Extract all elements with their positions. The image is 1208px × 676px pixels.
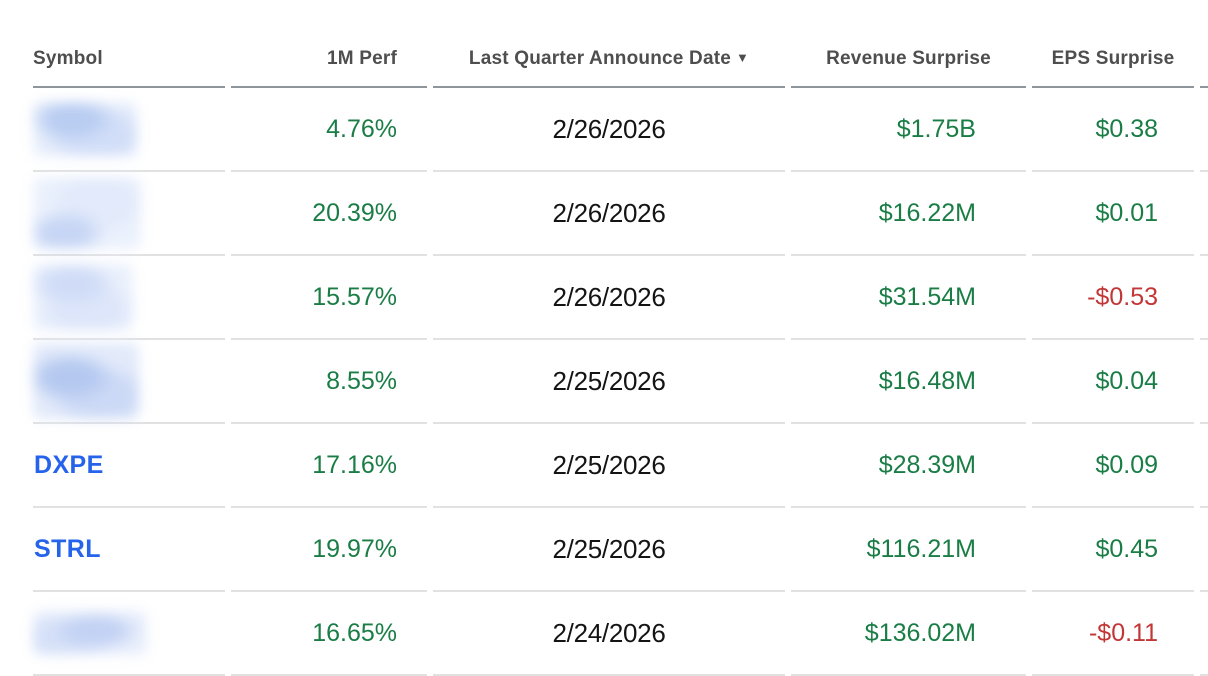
eps-surprise-cell: $0.38 — [1032, 88, 1194, 172]
blurred-symbol — [33, 102, 137, 156]
blurred-symbol — [33, 611, 147, 655]
cropped-cell — [1200, 340, 1208, 424]
announce-date-cell: 2/24/2026 — [433, 592, 785, 676]
announce-date-value: 2/26/2026 — [552, 113, 666, 144]
revenue-surprise-value: $116.21M — [866, 534, 976, 563]
cropped-cell — [1200, 508, 1208, 592]
cropped-cell — [1200, 592, 1208, 676]
revenue-surprise-cell: $116.21M — [791, 508, 1026, 592]
revenue-surprise-value: $16.22M — [878, 198, 976, 227]
perf-1m-value: 19.97% — [312, 534, 397, 563]
revenue-surprise-value: $136.02M — [864, 618, 976, 647]
blurred-symbol — [33, 264, 133, 330]
revenue-surprise-cell: $16.48M — [791, 340, 1026, 424]
perf-1m-value: 15.57% — [312, 282, 397, 311]
table-row: 20.39% 2/26/2026 $16.22M $0.01 — [33, 172, 1208, 256]
table-row: DXPE 17.16% 2/25/2026 $28.39M $0.09 — [33, 424, 1208, 508]
announce-date-cell: 2/25/2026 — [433, 424, 785, 508]
eps-surprise-value: $0.04 — [1095, 366, 1158, 395]
revenue-surprise-value: $28.39M — [878, 450, 976, 479]
col-header-announce-date[interactable]: Last Quarter Announce Date ▼ — [433, 0, 785, 88]
cropped-cell — [1200, 424, 1208, 508]
col-header-1m-perf[interactable]: 1M Perf — [231, 0, 427, 88]
announce-date-value: 2/26/2026 — [552, 281, 666, 312]
cropped-cell — [1200, 256, 1208, 340]
announce-date-cell: 2/26/2026 — [433, 88, 785, 172]
eps-surprise-cell: -$0.53 — [1032, 256, 1194, 340]
symbol-cell — [33, 88, 225, 172]
eps-surprise-cell: $0.01 — [1032, 172, 1194, 256]
table-row: 4.76% 2/26/2026 $1.75B $0.38 — [33, 88, 1208, 172]
announce-date-cell: 2/26/2026 — [433, 172, 785, 256]
perf-1m-value: 17.16% — [312, 450, 397, 479]
eps-surprise-value: -$0.53 — [1087, 282, 1158, 311]
col-header-eps-surprise[interactable]: EPS Surprise — [1032, 0, 1194, 88]
symbol-cell: DXPE — [33, 424, 225, 508]
perf-1m-cell: 17.16% — [231, 424, 427, 508]
col-header-symbol[interactable]: Symbol — [33, 0, 225, 88]
perf-1m-cell: 15.57% — [231, 256, 427, 340]
announce-date-value: 2/24/2026 — [552, 617, 666, 648]
earnings-screener-table: Symbol 1M Perf Last Quarter Announce Dat… — [27, 0, 1208, 676]
eps-surprise-cell: $0.45 — [1032, 508, 1194, 592]
perf-1m-value: 8.55% — [326, 366, 397, 395]
symbol-link-strl[interactable]: STRL — [34, 534, 101, 563]
eps-surprise-value: $0.38 — [1095, 114, 1158, 143]
eps-surprise-cell: $0.09 — [1032, 424, 1194, 508]
col-header-cropped — [1200, 0, 1208, 88]
col-header-announce-date-label: Last Quarter Announce Date — [468, 48, 732, 69]
announce-date-value: 2/26/2026 — [552, 197, 666, 228]
symbol-cell — [33, 256, 225, 340]
table-row: 15.57% 2/26/2026 $31.54M -$0.53 — [33, 256, 1208, 340]
table-row: STRL 19.97% 2/25/2026 $116.21M $0.45 — [33, 508, 1208, 592]
perf-1m-cell: 8.55% — [231, 340, 427, 424]
symbol-cell — [33, 592, 225, 676]
eps-surprise-value: -$0.11 — [1088, 618, 1158, 647]
symbol-cell — [33, 340, 225, 424]
eps-surprise-value: $0.45 — [1095, 534, 1158, 563]
eps-surprise-value: $0.01 — [1095, 198, 1158, 227]
col-header-revenue-surprise[interactable]: Revenue Surprise — [791, 0, 1026, 88]
sort-desc-icon: ▼ — [736, 50, 750, 65]
table-header: Symbol 1M Perf Last Quarter Announce Dat… — [33, 0, 1208, 88]
revenue-surprise-cell: $136.02M — [791, 592, 1026, 676]
blurred-symbol — [33, 177, 141, 249]
eps-surprise-cell: $0.04 — [1032, 340, 1194, 424]
table-row: 8.55% 2/25/2026 $16.48M $0.04 — [33, 340, 1208, 424]
revenue-surprise-value: $1.75B — [896, 114, 976, 143]
symbol-link-dxpe[interactable]: DXPE — [34, 450, 104, 479]
revenue-surprise-value: $16.48M — [878, 366, 976, 395]
revenue-surprise-cell: $28.39M — [791, 424, 1026, 508]
eps-surprise-cell: -$0.11 — [1032, 592, 1194, 676]
perf-1m-value: 4.76% — [326, 114, 397, 143]
announce-date-cell: 2/25/2026 — [433, 508, 785, 592]
revenue-surprise-value: $31.54M — [878, 282, 976, 311]
announce-date-value: 2/25/2026 — [552, 449, 666, 480]
revenue-surprise-cell: $31.54M — [791, 256, 1026, 340]
table-row: 16.65% 2/24/2026 $136.02M -$0.11 — [33, 592, 1208, 676]
symbol-cell: STRL — [33, 508, 225, 592]
eps-surprise-value: $0.09 — [1095, 450, 1158, 479]
blurred-symbol — [33, 343, 139, 419]
revenue-surprise-cell: $1.75B — [791, 88, 1026, 172]
announce-date-value: 2/25/2026 — [552, 365, 666, 396]
announce-date-cell: 2/25/2026 — [433, 340, 785, 424]
perf-1m-cell: 20.39% — [231, 172, 427, 256]
perf-1m-cell: 19.97% — [231, 508, 427, 592]
cropped-cell — [1200, 88, 1208, 172]
cropped-cell — [1200, 172, 1208, 256]
perf-1m-value: 16.65% — [312, 618, 397, 647]
announce-date-cell: 2/26/2026 — [433, 256, 785, 340]
revenue-surprise-cell: $16.22M — [791, 172, 1026, 256]
announce-date-value: 2/25/2026 — [552, 533, 666, 564]
perf-1m-value: 20.39% — [312, 198, 397, 227]
perf-1m-cell: 4.76% — [231, 88, 427, 172]
symbol-cell — [33, 172, 225, 256]
perf-1m-cell: 16.65% — [231, 592, 427, 676]
